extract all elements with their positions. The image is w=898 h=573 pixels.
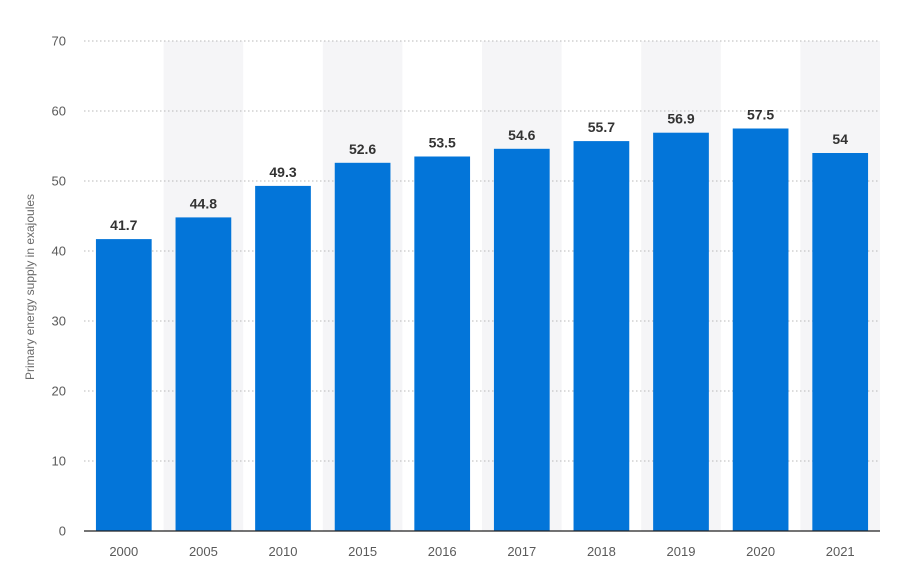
bar-2018 bbox=[573, 141, 630, 531]
x-tick-label: 2020 bbox=[746, 544, 775, 559]
y-tick-label: 10 bbox=[52, 454, 66, 469]
data-label: 52.6 bbox=[349, 141, 376, 157]
bar-2015 bbox=[334, 162, 391, 532]
data-label: 41.7 bbox=[110, 217, 137, 233]
x-tick-label: 2021 bbox=[826, 544, 855, 559]
data-label: 54.6 bbox=[508, 127, 535, 143]
y-tick-label: 30 bbox=[52, 314, 66, 329]
x-tick-label: 2016 bbox=[428, 544, 457, 559]
y-tick-label: 60 bbox=[52, 104, 66, 119]
data-label: 56.9 bbox=[667, 111, 694, 127]
x-tick-label: 2000 bbox=[109, 544, 138, 559]
x-tick-label: 2015 bbox=[348, 544, 377, 559]
data-label: 44.8 bbox=[190, 195, 217, 211]
bar-2005 bbox=[175, 217, 232, 531]
bar-2020 bbox=[732, 128, 789, 531]
bar-2016 bbox=[414, 156, 471, 531]
data-label: 57.5 bbox=[747, 107, 774, 123]
bar-2000 bbox=[95, 239, 152, 531]
bar-2019 bbox=[653, 132, 709, 531]
bars bbox=[95, 128, 869, 532]
y-tick-labels: 0 10 20 30 40 50 60 70 bbox=[52, 34, 66, 539]
bar-2021 bbox=[812, 153, 869, 531]
data-labels: 41.7 44.8 49.3 52.6 53.5 54.6 55.7 56.9 57.5 54 bbox=[110, 107, 848, 234]
bar-2017 bbox=[493, 148, 550, 532]
x-tick-labels: 2000 2005 2010 2015 2016 2017 2018 2019 2020 2021 bbox=[109, 544, 854, 559]
x-tick-label: 2018 bbox=[587, 544, 616, 559]
x-tick-label: 2019 bbox=[667, 544, 696, 559]
y-tick-label: 20 bbox=[52, 384, 66, 399]
x-tick-label: 2010 bbox=[269, 544, 298, 559]
y-tick-label: 70 bbox=[52, 34, 66, 49]
data-label: 49.3 bbox=[269, 164, 296, 180]
y-axis-label: Primary energy supply in exajoules bbox=[23, 194, 37, 380]
x-tick-label: 2017 bbox=[507, 544, 536, 559]
y-tick-label: 50 bbox=[52, 174, 66, 189]
x-tick-label: 2005 bbox=[189, 544, 218, 559]
bar-2010 bbox=[255, 185, 311, 531]
data-label: 53.5 bbox=[429, 135, 456, 151]
data-label: 55.7 bbox=[588, 119, 615, 135]
y-tick-label: 40 bbox=[52, 244, 66, 259]
data-label: 54 bbox=[832, 131, 848, 147]
y-tick-label: 0 bbox=[59, 524, 66, 539]
